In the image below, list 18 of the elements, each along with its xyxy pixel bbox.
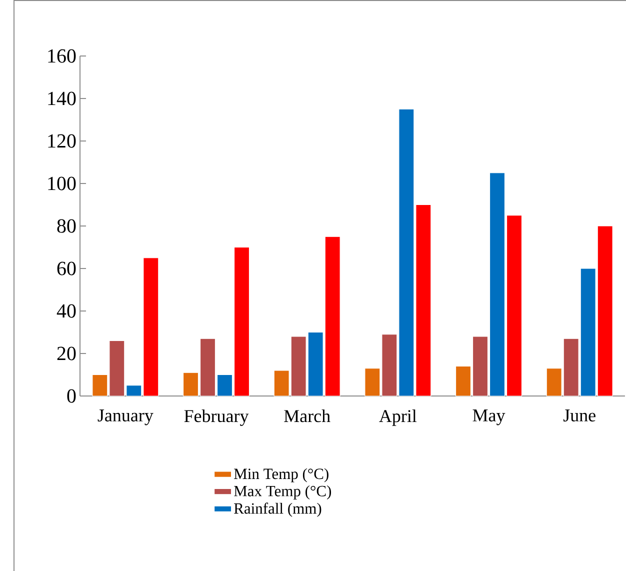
y-tick-label: 100 bbox=[48, 176, 76, 190]
y-tick-label: 140 bbox=[48, 92, 76, 106]
y-tick-label: 80 bbox=[57, 219, 76, 233]
legend-label: Max Temp (°C) bbox=[234, 485, 332, 500]
x-tick-label: April bbox=[379, 410, 417, 426]
y-tick-label: 60 bbox=[57, 262, 76, 276]
y-tick-label: 40 bbox=[56, 304, 76, 318]
legend-label: Min Temp (°C) bbox=[234, 468, 328, 482]
x-tick-label: February bbox=[184, 410, 249, 426]
y-tick-label: 160 bbox=[48, 49, 76, 63]
legend-label: Rainfall (mm) bbox=[234, 502, 322, 517]
y-tick-label: 120 bbox=[48, 134, 76, 148]
x-tick-label: June bbox=[563, 410, 596, 422]
x-tick-label: May bbox=[472, 410, 506, 426]
y-tick-label: 0 bbox=[67, 389, 76, 403]
x-tick-label: March bbox=[284, 410, 330, 422]
y-tick-label: 20 bbox=[57, 346, 76, 360]
x-tick-label: January bbox=[98, 410, 154, 426]
